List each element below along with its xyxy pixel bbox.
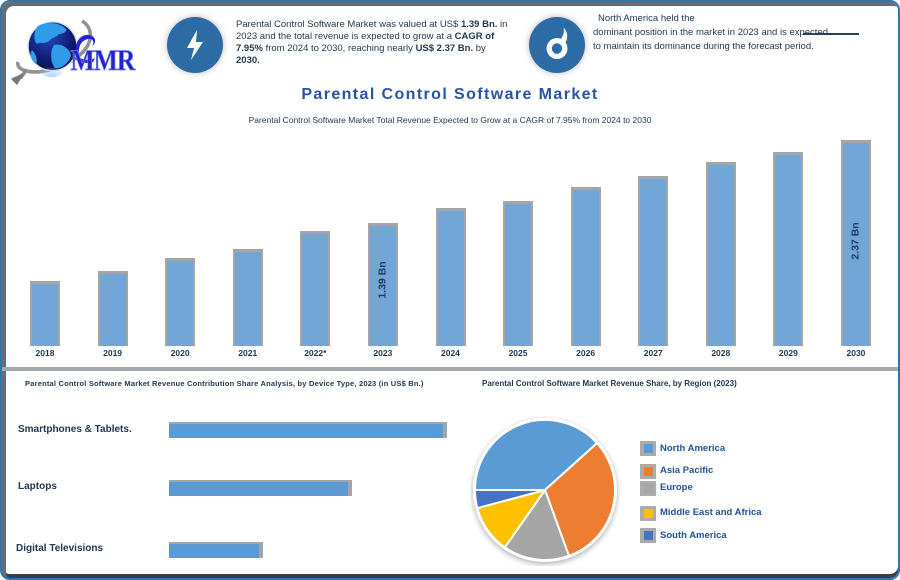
- svg-text:MMR: MMR: [71, 44, 137, 77]
